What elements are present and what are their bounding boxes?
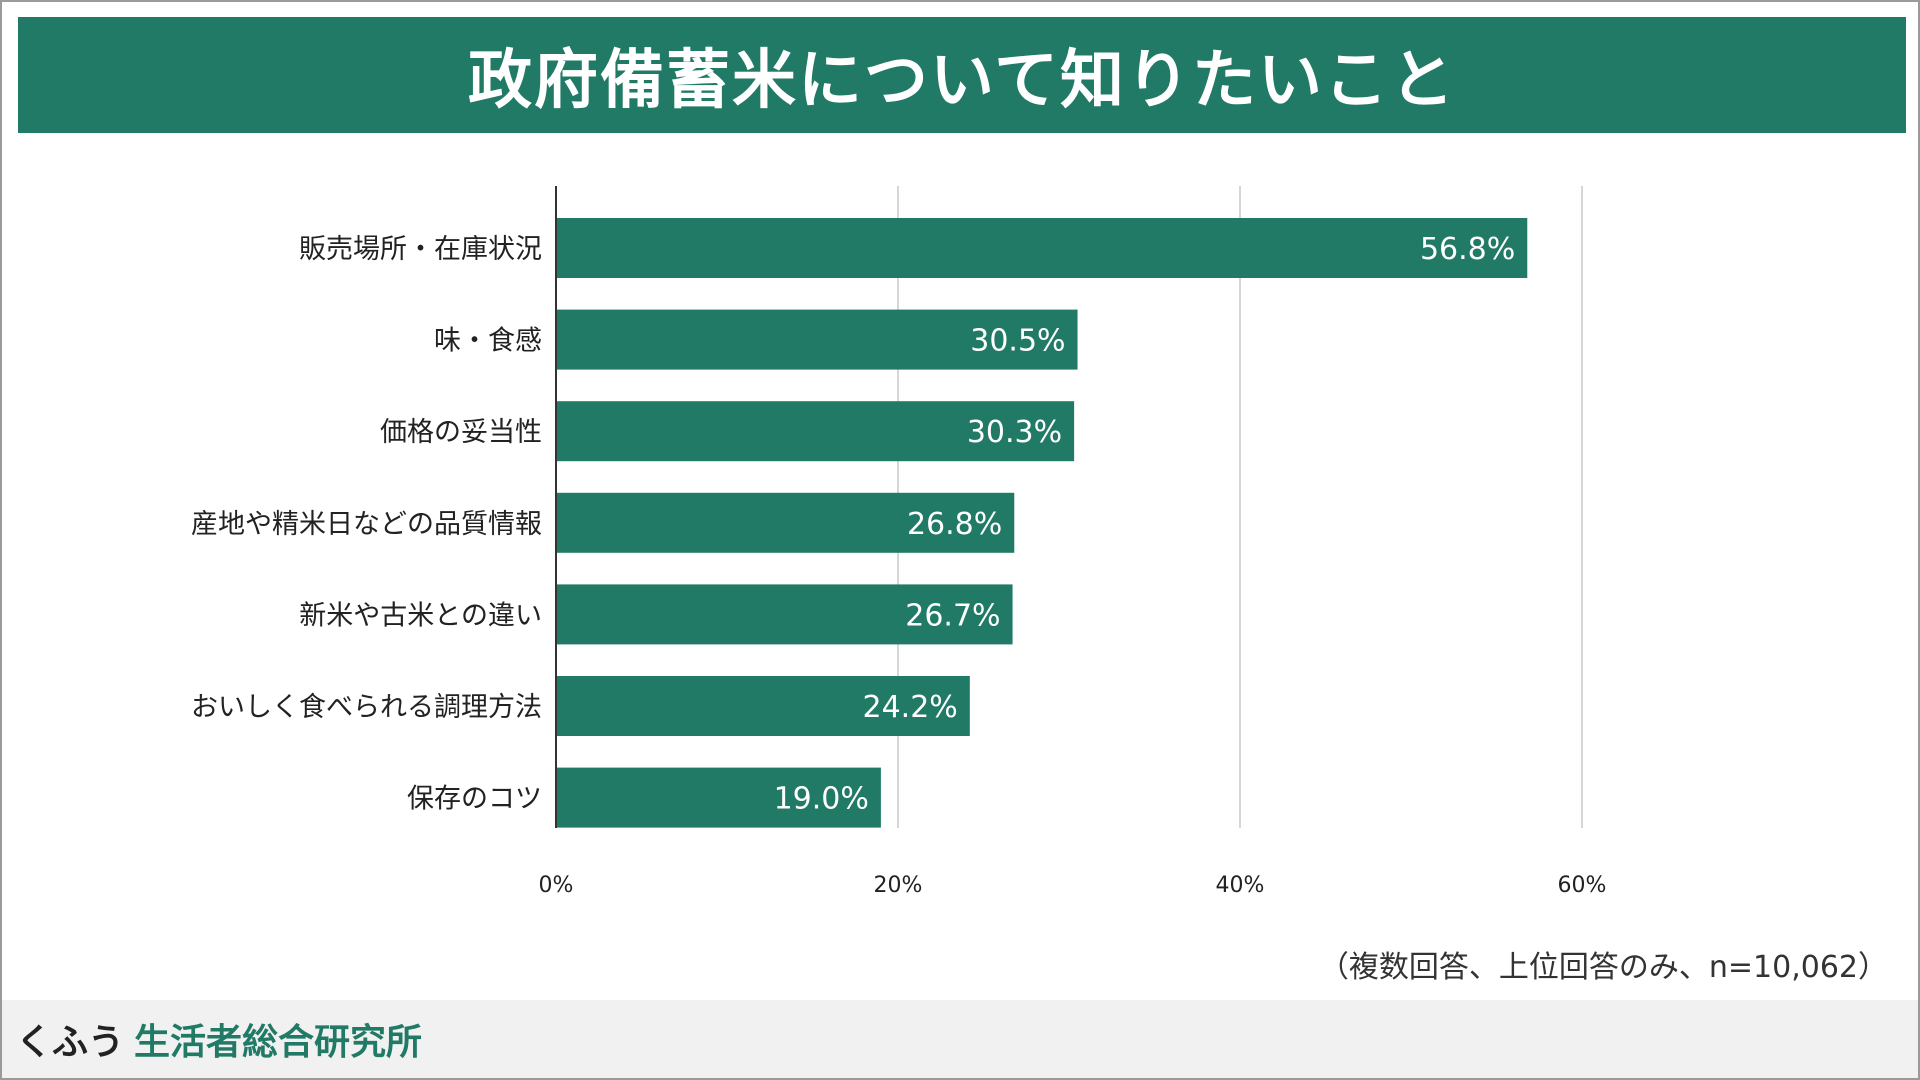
bar-0 <box>556 218 1528 278</box>
category-label-1: 味・食感 <box>434 326 542 357</box>
category-label-2: 価格の妥当性 <box>380 417 542 448</box>
bar-chart: 56.8% 販売場所・在庫状況 30.5% 味・食感 30.3% 価格の妥当性 26.8% 産… <box>191 186 1607 898</box>
category-label-5: おいしく食べられる調理方法 <box>191 692 542 723</box>
bar-value-label-1: 30.5% <box>970 324 1065 359</box>
bar-value-label-0: 56.8% <box>1420 232 1515 267</box>
bar-4 <box>556 584 1013 645</box>
bar-value-label-4: 26.7% <box>905 598 1000 633</box>
bar-5 <box>556 676 970 736</box>
category-label-4: 新米や古米との違い <box>299 600 542 631</box>
bar-value-label-3: 26.8% <box>907 507 1002 542</box>
footer-bar: くふう 生活者総合研究所 <box>2 1000 1918 1078</box>
x-tick-label-40: 40% <box>1216 873 1265 898</box>
category-label-0: 販売場所・在庫状況 <box>299 234 542 265</box>
bar-6 <box>556 767 881 828</box>
bar-value-label-5: 24.2% <box>863 690 958 725</box>
chart-title: 政府備蓄米について知りたいこと <box>467 44 1457 118</box>
category-label-6: 保存のコツ <box>407 784 542 815</box>
category-label-3: 産地や精米日などの品質情報 <box>191 509 542 540</box>
x-tick-label-60: 60% <box>1558 873 1607 898</box>
title-banner: 政府備蓄米について知りたいこと <box>18 17 1906 133</box>
bar-value-label-6: 19.0% <box>774 782 869 817</box>
bar-1 <box>556 309 1078 370</box>
brand-logo-prefix: くふう <box>16 1022 125 1063</box>
x-tick-label-20: 20% <box>874 873 923 898</box>
brand-logo-name: 生活者総合研究所 <box>134 1022 423 1063</box>
bar-2 <box>556 401 1075 462</box>
brand-logo: くふう 生活者総合研究所 <box>16 1013 422 1065</box>
x-tick-label-0: 0% <box>539 873 574 898</box>
bar-3 <box>556 492 1015 553</box>
footnote: （複数回答、上位回答のみ、n=10,062） <box>1318 950 1888 985</box>
bar-value-label-2: 30.3% <box>967 415 1062 450</box>
